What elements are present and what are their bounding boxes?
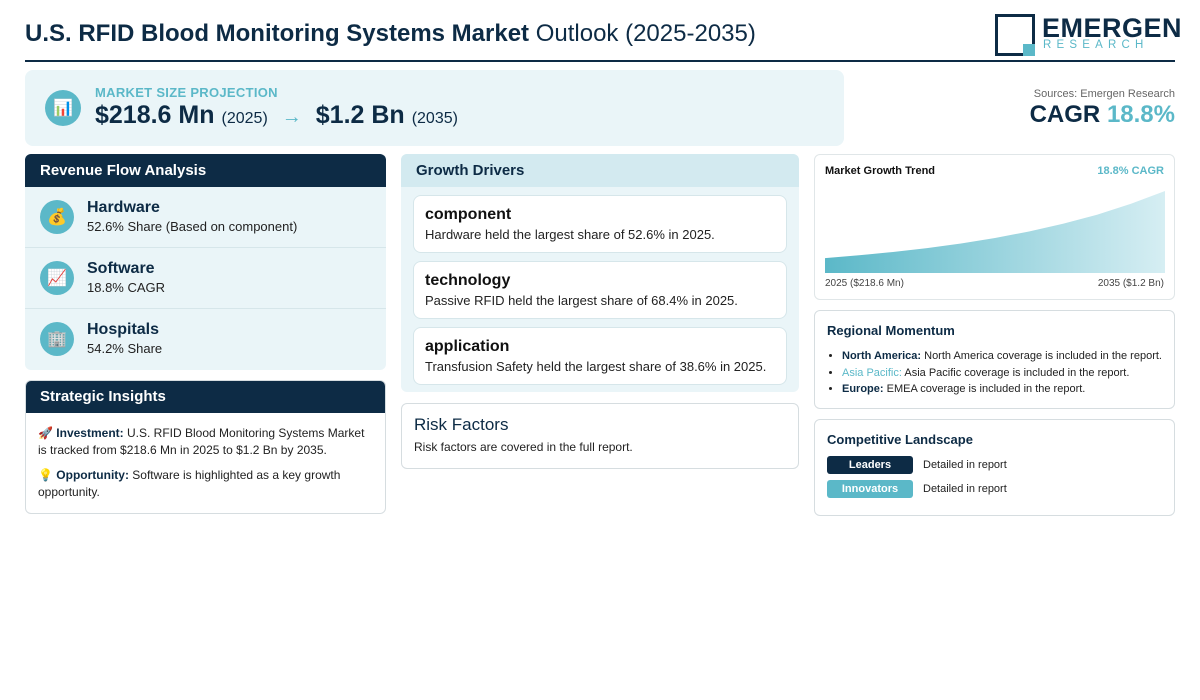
insight-investment-label: Investment: bbox=[56, 426, 124, 440]
growth-drivers-card: Growth Drivers component Hardware held t… bbox=[401, 154, 799, 392]
region-name: North America: bbox=[842, 350, 922, 362]
logo-name: EMERGEN bbox=[1042, 13, 1183, 43]
insight-opportunity-text: Software is highlighted as a key growth … bbox=[38, 468, 341, 499]
trend-area bbox=[825, 191, 1165, 273]
risk-factors-title: Risk Factors bbox=[414, 415, 509, 434]
region-name: Asia Pacific: bbox=[842, 366, 902, 379]
competitive-row-leaders: Leaders Detailed in report bbox=[827, 456, 1007, 474]
projection-end-year: (2035) bbox=[411, 110, 458, 127]
competitive-title: Competitive Landscape bbox=[827, 432, 973, 447]
region-text: North America coverage is included in th… bbox=[924, 350, 1162, 362]
region-item-asia-pacific: Asia Pacific: Asia Pacific coverage is i… bbox=[842, 365, 1162, 382]
revenue-item-desc: 54.2% Share bbox=[87, 341, 163, 356]
market-size-projection: 📊 MARKET SIZE PROJECTION $218.6 Mn (2025… bbox=[25, 70, 844, 146]
competitive-row-innovators: Innovators Detailed in report bbox=[827, 480, 1007, 498]
risk-factors-card: Risk Factors Risk factors are covered in… bbox=[401, 403, 799, 469]
page-header: U.S. RFID Blood Monitoring Systems Marke… bbox=[25, 12, 1182, 62]
insight-investment-text: U.S. RFID Blood Monitoring Systems Marke… bbox=[38, 426, 365, 457]
logo-subtitle: RESEARCH bbox=[1043, 39, 1149, 51]
region-text: Asia Pacific coverage is included in the… bbox=[904, 366, 1130, 379]
driver-application: application Transfusion Safety held the … bbox=[413, 327, 787, 385]
cagr-summary: Sources: Emergen Research CAGR 18.8% bbox=[1030, 88, 1175, 129]
cagr-headline: CAGR 18.8% bbox=[1030, 101, 1175, 129]
risk-factors-desc: Risk factors are covered in the full rep… bbox=[414, 440, 633, 454]
insight-opportunity: 💡 Opportunity: Software is highlighted a… bbox=[38, 467, 373, 500]
region-item-europe: Europe: EMEA coverage is included in the… bbox=[842, 381, 1162, 398]
projection-values: $218.6 Mn (2025) → $1.2 Bn (2035) bbox=[95, 101, 458, 130]
projection-start-year: (2025) bbox=[221, 110, 268, 127]
strategic-insights-card: Strategic Insights 🚀 Investment: U.S. RF… bbox=[25, 380, 386, 514]
revenue-item-desc: 52.6% Share (Based on component) bbox=[87, 219, 298, 234]
driver-name: component bbox=[425, 206, 512, 223]
cagr-label: CAGR bbox=[1029, 101, 1101, 128]
sources-text: Sources: Emergen Research bbox=[1033, 88, 1175, 100]
driver-technology: technology Passive RFID held the largest… bbox=[413, 261, 787, 319]
regional-momentum-card: Regional Momentum North America: North A… bbox=[814, 310, 1175, 409]
revenue-item-software: 📈 Software 18.8% CAGR bbox=[25, 248, 386, 309]
trend-start-label: 2025 ($218.6 Mn) bbox=[825, 278, 904, 289]
revenue-item-hardware: 💰 Hardware 52.6% Share (Based on compone… bbox=[25, 187, 386, 248]
bar-chart-icon: 📊 bbox=[45, 90, 81, 126]
innovators-tag: Innovators bbox=[827, 480, 913, 498]
driver-name: technology bbox=[425, 272, 511, 289]
money-bag-icon: 💰 bbox=[40, 200, 74, 234]
lightbulb-icon: 💡 bbox=[38, 468, 53, 482]
emergen-logo: EMERGEN RESEARCH bbox=[995, 13, 1182, 56]
cagr-value: 18.8% bbox=[1106, 101, 1175, 128]
driver-desc: Hardware held the largest share of 52.6%… bbox=[425, 227, 715, 242]
revenue-item-hospitals: 🏢 Hospitals 54.2% Share bbox=[25, 309, 386, 370]
strategic-insights-title: Strategic Insights bbox=[26, 381, 385, 413]
trend-end-label: 2035 ($1.2 Bn) bbox=[1097, 278, 1164, 289]
leaders-tag: Leaders bbox=[827, 456, 913, 474]
region-text: EMEA coverage is included in the report. bbox=[886, 383, 1086, 395]
strategic-insights-body: 🚀 Investment: U.S. RFID Blood Monitoring… bbox=[26, 413, 385, 500]
projection-label: MARKET SIZE PROJECTION bbox=[95, 85, 278, 100]
revenue-item-name: Hospitals bbox=[87, 321, 160, 338]
chart-up-icon: 📈 bbox=[40, 261, 74, 295]
trend-title: Market Growth Trend bbox=[825, 165, 936, 177]
competitive-landscape-card: Competitive Landscape Leaders Detailed i… bbox=[814, 419, 1175, 516]
arrow-right-icon: → bbox=[281, 106, 302, 128]
logo-mark-icon bbox=[995, 14, 1035, 56]
page-title-main: U.S. RFID Blood Monitoring Systems Marke… bbox=[25, 20, 530, 47]
revenue-item-name: Software bbox=[87, 260, 155, 277]
driver-desc: Passive RFID held the largest share of 6… bbox=[425, 293, 738, 308]
regional-title: Regional Momentum bbox=[827, 323, 955, 338]
revenue-flow-title: Revenue Flow Analysis bbox=[25, 154, 386, 187]
page-title-suffix: Outlook (2025-2035) bbox=[529, 20, 756, 47]
driver-desc: Transfusion Safety held the largest shar… bbox=[425, 359, 767, 374]
market-growth-trend-card: Market Growth Trend 18.8% CAGR 2025 ($21… bbox=[814, 154, 1175, 300]
projection-end-value: $1.2 Bn bbox=[315, 101, 405, 129]
building-icon: 🏢 bbox=[40, 322, 74, 356]
revenue-item-name: Hardware bbox=[87, 199, 160, 216]
insight-opportunity-label: Opportunity: bbox=[56, 468, 129, 482]
revenue-flow-card: Revenue Flow Analysis 💰 Hardware 52.6% S… bbox=[25, 154, 386, 370]
trend-cagr: 18.8% CAGR bbox=[1097, 165, 1164, 177]
region-name: Europe: bbox=[842, 383, 884, 395]
driver-component: component Hardware held the largest shar… bbox=[413, 195, 787, 253]
competitive-desc: Detailed in report bbox=[923, 483, 1007, 495]
insight-investment: 🚀 Investment: U.S. RFID Blood Monitoring… bbox=[38, 425, 373, 458]
regional-list: North America: North America coverage is… bbox=[842, 348, 1162, 398]
page-title: U.S. RFID Blood Monitoring Systems Marke… bbox=[25, 20, 756, 48]
rocket-icon: 🚀 bbox=[38, 426, 53, 440]
trend-area-chart bbox=[825, 191, 1165, 273]
projection-start-value: $218.6 Mn bbox=[95, 101, 215, 129]
region-item-north-america: North America: North America coverage is… bbox=[842, 348, 1162, 365]
revenue-item-desc: 18.8% CAGR bbox=[87, 280, 166, 295]
competitive-desc: Detailed in report bbox=[923, 459, 1007, 471]
growth-drivers-title: Growth Drivers bbox=[401, 154, 799, 187]
driver-name: application bbox=[425, 338, 510, 355]
